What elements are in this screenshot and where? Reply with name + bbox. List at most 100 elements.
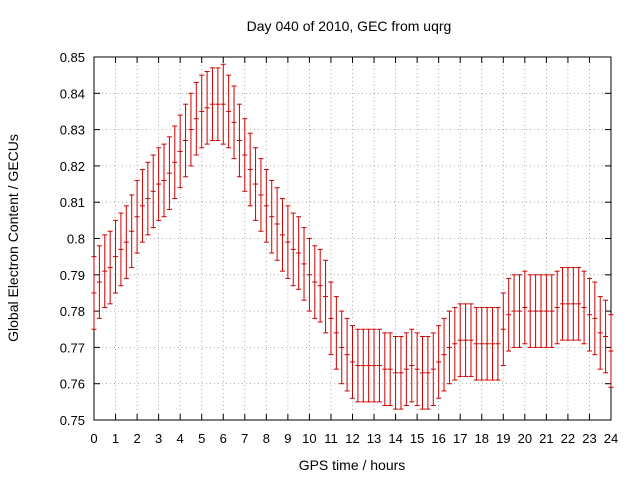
y-tick-label: 0.83 [60,123,85,138]
error-bar-point [215,67,221,141]
error-bar-point [204,71,210,145]
error-bar-point [414,332,420,406]
error-bar-point [188,92,194,167]
error-bar-point [420,336,426,410]
error-bar-point [344,317,350,392]
error-bar-point [479,306,485,381]
y-axis-label: Global Electron Content / GECUs [5,134,21,342]
error-bar-point [113,219,119,294]
x-tick-label: 19 [496,431,510,446]
error-bar-point [592,281,598,356]
error-bar-point [522,270,528,345]
error-bar-point [403,332,409,406]
error-bar-point [156,147,162,221]
axis-ticks: 0 1 2 3 4 5 6 7 8 9 10 11 12 13 14 15 16 17 18 19 20 21 22 23 24… [60,50,619,446]
error-bar-point [301,227,307,301]
error-bar-point [484,306,490,381]
x-tick-label: 10 [302,431,316,446]
error-bar-point [387,332,393,406]
x-tick-label: 8 [263,431,270,446]
x-tick-label: 21 [539,431,553,446]
error-bar-point [549,274,555,348]
error-bar-point [323,259,329,334]
y-tick-label: 0.75 [60,413,85,428]
x-tick-label: 13 [367,431,381,446]
error-bar-point [102,234,108,308]
error-bar-point [172,125,178,200]
error-bar-point [183,103,189,178]
error-bar-point [91,256,97,330]
error-bar-point [554,270,560,345]
error-bar-point [366,328,372,403]
x-tick-label: 7 [241,431,248,446]
error-bar-point [457,303,463,377]
error-bar-point [285,205,291,279]
error-bar-point [597,296,603,370]
error-bar-point [123,205,129,279]
x-tick-label: 9 [284,431,291,446]
error-bar-point [177,114,183,189]
x-tick-label: 2 [133,431,140,446]
error-bar-point [565,267,571,341]
error-bar-point [317,248,323,323]
error-bar-point [242,118,248,192]
error-bar-point [570,267,576,341]
error-bar-point [306,238,312,312]
error-bar-point [581,270,587,345]
error-bar-point [253,147,259,221]
error-bar-point [382,332,388,406]
error-bar-point [139,169,145,243]
error-bar-point [533,274,539,348]
error-bar-point [538,274,544,348]
x-tick-label: 4 [177,431,184,446]
error-bar-point [145,161,151,236]
error-bar-point [150,154,156,229]
x-tick-label: 0 [90,431,97,446]
error-bar-point [339,310,345,385]
error-bar-point [500,292,506,367]
error-bar-point [463,303,469,377]
y-tick-label: 0.76 [60,377,85,392]
error-bar-point [371,328,377,403]
error-bar-point [193,81,199,156]
y-tick-label: 0.85 [60,50,85,65]
error-bar-point [118,212,124,287]
chart-title: Day 040 of 2010, GEC from uqrg [247,18,452,34]
error-bar-point [107,230,113,305]
error-bar-point [511,274,517,348]
x-tick-label: 23 [582,431,596,446]
error-bar-point [430,332,436,406]
error-bar-point [355,328,361,403]
error-bar-point [226,74,232,149]
error-bar-point [608,314,614,388]
error-bar-point [274,187,280,261]
error-bar-point [328,281,334,356]
error-bar-point [134,179,140,254]
error-bar-point [312,245,318,319]
x-tick-label: 17 [453,431,467,446]
error-bar-point [425,336,431,410]
error-bar-point [446,310,452,385]
x-tick-label: 3 [155,431,162,446]
error-bar-point [468,303,474,377]
x-tick-label: 15 [410,431,424,446]
error-bar-point [247,132,253,207]
x-tick-label: 14 [388,431,402,446]
x-tick-label: 16 [431,431,445,446]
y-tick-label: 0.77 [60,340,85,355]
error-bar-point [543,274,549,348]
y-tick-label: 0.78 [60,304,85,319]
y-tick-label: 0.8 [67,232,85,247]
error-bar-point [360,328,366,403]
x-tick-label: 18 [475,431,489,446]
error-bar-point [333,296,339,370]
error-bar-point [231,85,237,160]
y-tick-label: 0.79 [60,268,85,283]
error-bar-point [166,136,172,210]
x-tick-label: 24 [604,431,618,446]
error-bar-point [409,328,415,403]
error-bar-point [296,216,302,290]
error-bar-point [398,336,404,410]
error-bar-point [560,267,566,341]
